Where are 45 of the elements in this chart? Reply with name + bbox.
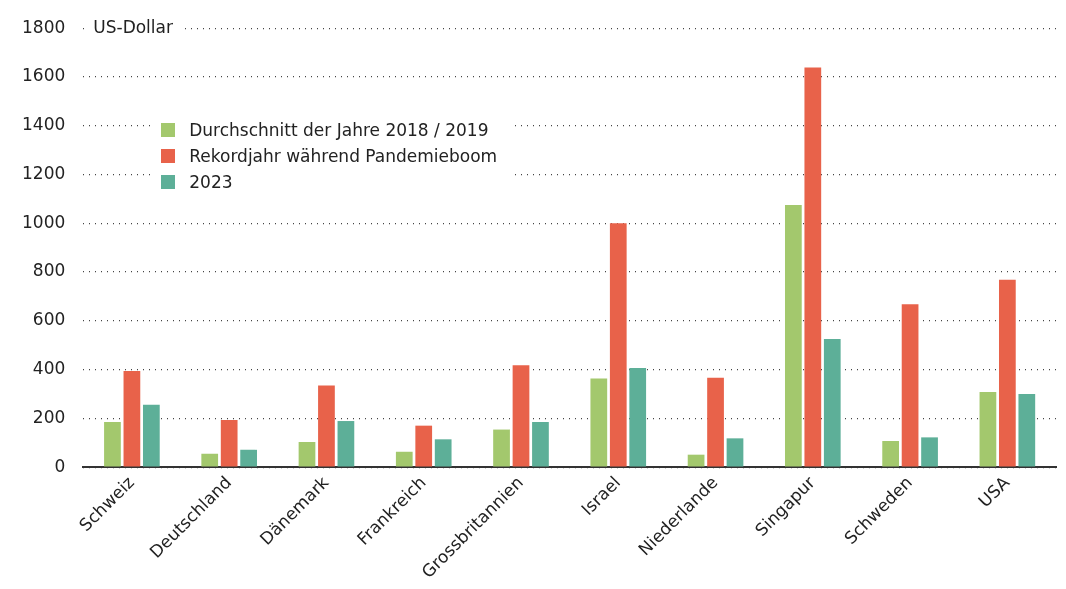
y-tick-label: 600 bbox=[32, 309, 66, 330]
x-tick-label: USA bbox=[974, 471, 1014, 512]
bar bbox=[493, 429, 510, 467]
bar bbox=[590, 378, 608, 467]
bar bbox=[240, 449, 257, 467]
bar bbox=[726, 438, 744, 467]
y-tick-label: 800 bbox=[32, 260, 66, 281]
bar bbox=[142, 404, 160, 467]
bar bbox=[1018, 393, 1036, 467]
legend-label: Rekordjahr während Pandemieboom bbox=[189, 146, 498, 167]
legend-label: 2023 bbox=[189, 172, 233, 193]
bar bbox=[434, 439, 452, 467]
bar bbox=[609, 223, 627, 467]
bar bbox=[999, 279, 1016, 467]
bar bbox=[298, 442, 316, 467]
y-tick-label: 0 bbox=[54, 455, 66, 476]
bar bbox=[921, 437, 938, 467]
bar bbox=[220, 420, 238, 467]
y-tick-label: 1800 bbox=[22, 16, 66, 37]
bar bbox=[104, 422, 121, 467]
bar bbox=[979, 392, 997, 467]
bar bbox=[823, 339, 841, 467]
y-tick-label: 1400 bbox=[22, 114, 66, 135]
bar bbox=[337, 421, 355, 467]
bar bbox=[201, 453, 219, 467]
bar bbox=[123, 371, 141, 467]
bar bbox=[532, 422, 549, 467]
bar bbox=[629, 368, 647, 467]
y-tick-label: 400 bbox=[32, 358, 66, 378]
bar bbox=[512, 365, 530, 467]
y-tick-label: 200 bbox=[32, 406, 66, 427]
bar bbox=[395, 451, 413, 467]
bar bbox=[882, 441, 899, 467]
legend-label: Durchschnitt der Jahre 2018 / 2019 bbox=[189, 120, 489, 141]
bar bbox=[687, 454, 705, 467]
bar bbox=[415, 425, 433, 467]
y-tick-label: 1600 bbox=[22, 65, 66, 86]
bar bbox=[707, 377, 724, 467]
bar bbox=[785, 204, 802, 467]
y-axis-title: US-Dollar bbox=[93, 16, 173, 37]
y-tick-label: 1200 bbox=[22, 162, 66, 183]
y-tick-label: 1000 bbox=[22, 211, 66, 232]
bar bbox=[901, 304, 919, 467]
bar bbox=[804, 67, 822, 467]
bar bbox=[318, 385, 335, 467]
